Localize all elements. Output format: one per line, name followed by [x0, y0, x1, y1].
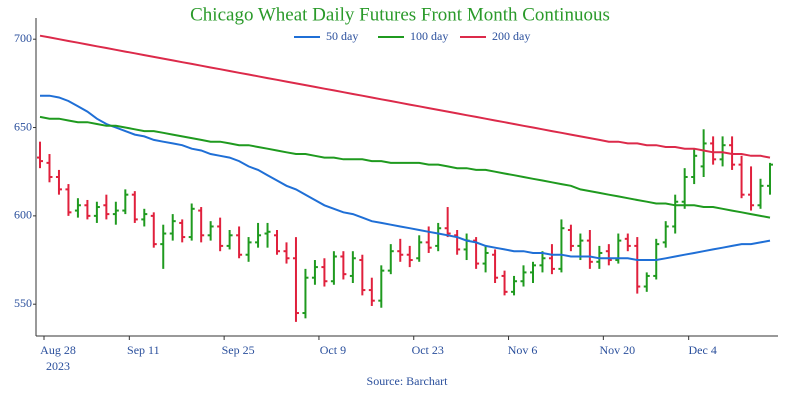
chart-title: Chicago Wheat Daily Futures Front Month … — [190, 4, 610, 25]
ma-line — [39, 34, 771, 159]
ma-line — [40, 94, 771, 261]
y-tick-label: 700 — [14, 31, 32, 45]
y-tick-label: 600 — [14, 208, 32, 222]
x-tick-year: 2023 — [46, 359, 70, 373]
x-tick-label: Sep 11 — [127, 343, 160, 357]
legend-label: 200 day — [492, 29, 530, 43]
x-tick-label: Dec 4 — [689, 343, 717, 357]
x-tick-label: Sep 25 — [222, 343, 255, 357]
x-tick-label: Aug 28 — [40, 343, 76, 357]
x-tick-label: Nov 6 — [508, 343, 538, 357]
ma-line — [39, 115, 771, 219]
x-tick-label: Nov 20 — [600, 343, 636, 357]
x-tick-label: Oct 23 — [412, 343, 444, 357]
legend-label: 50 day — [326, 29, 358, 43]
source-note: Source: Barchart — [367, 374, 449, 388]
y-tick-label: 550 — [14, 296, 32, 310]
legend-label: 100 day — [410, 29, 448, 43]
x-tick-label: Oct 9 — [320, 343, 346, 357]
y-tick-label: 650 — [14, 119, 32, 133]
